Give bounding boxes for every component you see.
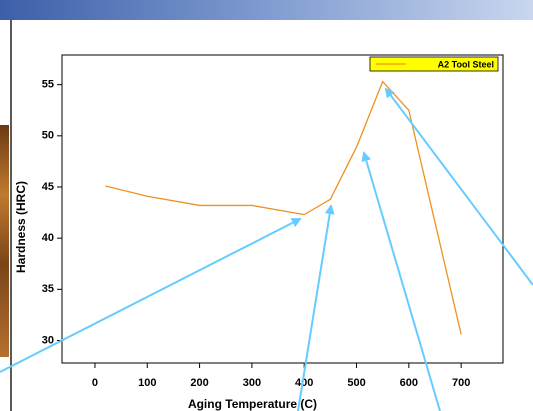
x-tick-label: 300 <box>243 377 261 389</box>
x-tick-label: 100 <box>138 377 156 389</box>
x-axis-label: Aging Temperature (C) <box>188 397 317 411</box>
arrow <box>384 87 533 286</box>
legend-label: A2 Tool Steel <box>438 59 494 69</box>
x-tick-label: 700 <box>452 377 470 389</box>
x-tick-label: 600 <box>400 377 418 389</box>
side-image <box>0 125 9 357</box>
x-tick-label: 400 <box>295 377 313 389</box>
x-tick-label: 0 <box>92 377 98 389</box>
arrows <box>0 87 533 411</box>
arrow <box>297 204 335 411</box>
y-tick-label: 40 <box>42 232 54 244</box>
y-tick-label: 55 <box>42 79 54 91</box>
chart: 30 35 40 45 50 55 0 100 200 300 400 500 600 700 Aging … <box>14 54 504 411</box>
x-tick-label: 200 <box>190 377 208 389</box>
y-tick-label: 45 <box>42 181 54 193</box>
y-tick-label: 30 <box>42 334 54 346</box>
data-line <box>105 80 462 335</box>
arrow <box>361 151 441 411</box>
y-axis-label: Hardness (HRC) <box>14 181 28 273</box>
plot-frame <box>61 54 504 364</box>
arrow <box>0 218 302 373</box>
y-tick-label: 50 <box>42 130 54 142</box>
legend-box <box>369 56 499 72</box>
y-tick-label: 35 <box>42 283 54 295</box>
title-bar <box>0 0 533 20</box>
x-tick-label: 500 <box>347 377 365 389</box>
